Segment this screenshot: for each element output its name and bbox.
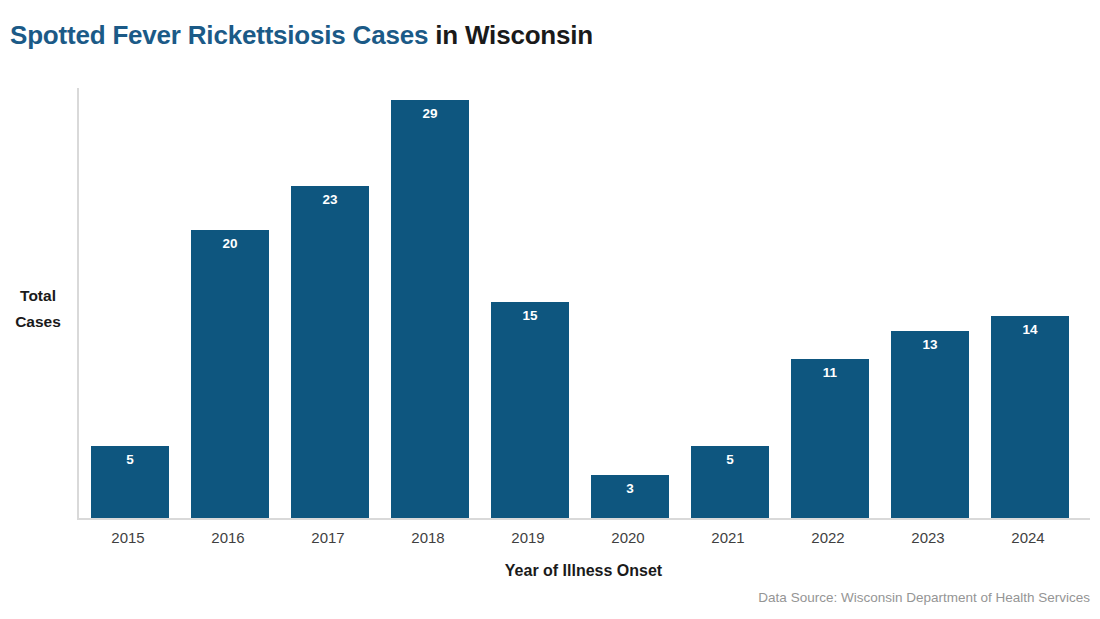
bar-2022: 11 — [791, 359, 869, 518]
x-tick-2020: 2020 — [589, 529, 667, 546]
y-axis-label-line-1: Total — [0, 283, 76, 309]
bar-2016: 20 — [191, 230, 269, 518]
x-tick-2022: 2022 — [789, 529, 867, 546]
bar-value-label: 5 — [126, 453, 134, 467]
bar-value-label: 11 — [823, 366, 837, 380]
bar-2024: 14 — [991, 316, 1069, 518]
x-tick-2018: 2018 — [389, 529, 467, 546]
chart-title-rest: in Wisconsin — [428, 20, 593, 50]
data-source-note: Data Source: Wisconsin Department of Hea… — [758, 590, 1090, 605]
bar-value-label: 13 — [922, 338, 937, 352]
x-tick-row: 2015 2016 2017 2018 2019 2020 2021 2022 2023 2024 — [89, 529, 1067, 546]
x-tick-2021: 2021 — [689, 529, 767, 546]
y-axis-label-line-2: Cases — [0, 309, 76, 335]
bar-value-label: 3 — [626, 482, 634, 496]
chart-page: Spotted Fever Rickettsiosis Cases in Wis… — [0, 0, 1100, 619]
x-tick-2023: 2023 — [889, 529, 967, 546]
plot-area: 5 20 23 29 15 3 5 11 13 14 — [77, 88, 1090, 520]
x-axis-label: Year of Illness Onset — [77, 562, 1090, 580]
x-tick-2017: 2017 — [289, 529, 367, 546]
bar-2015: 5 — [91, 446, 169, 518]
bar-2023: 13 — [891, 331, 969, 518]
bar-2018: 29 — [391, 100, 469, 518]
x-tick-2019: 2019 — [489, 529, 567, 546]
bar-value-label: 14 — [1022, 323, 1037, 337]
x-tick-2015: 2015 — [89, 529, 167, 546]
bars: 5 20 23 29 15 3 5 11 13 14 — [91, 100, 1069, 518]
bar-value-label: 23 — [322, 193, 337, 207]
bar-value-label: 5 — [726, 453, 734, 467]
chart-title: Spotted Fever Rickettsiosis Cases in Wis… — [10, 20, 593, 51]
bar-value-label: 20 — [222, 237, 237, 251]
bar-2021: 5 — [691, 446, 769, 518]
bar-value-label: 15 — [522, 309, 537, 323]
x-tick-2024: 2024 — [989, 529, 1067, 546]
bar-2019: 15 — [491, 302, 569, 518]
bar-2020: 3 — [591, 475, 669, 518]
bar-value-label: 29 — [422, 107, 437, 121]
bar-2017: 23 — [291, 186, 369, 518]
y-axis-label: Total Cases — [0, 283, 76, 335]
chart-title-accent: Spotted Fever Rickettsiosis Cases — [10, 20, 428, 50]
x-tick-2016: 2016 — [189, 529, 267, 546]
